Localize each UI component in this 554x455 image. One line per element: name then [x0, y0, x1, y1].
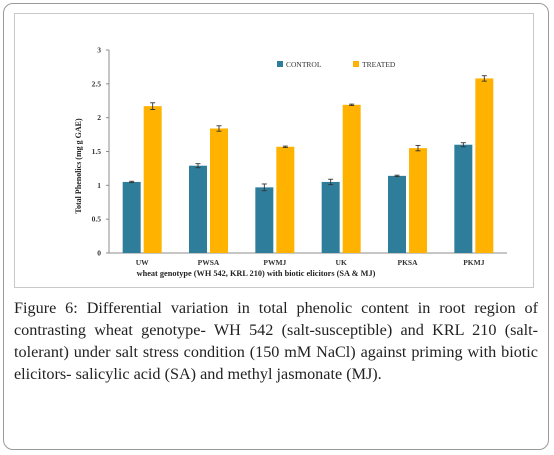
chart-legend: CONTROL TREATED — [277, 60, 396, 69]
y-axis-label: Total Phenolics (mg g GAE) — [74, 118, 83, 214]
bar-control-pkmj — [454, 144, 473, 253]
x-tick-labels: UW PWSA PWMJ UK PKSA PKMJ — [136, 258, 485, 267]
caption-label: Figure 6: — [14, 299, 78, 317]
caption-text: Differential variation in total phenolic… — [14, 299, 538, 383]
legend-swatch-treated — [353, 61, 359, 67]
y-tick-label: 2.5 — [92, 79, 102, 88]
legend-label-treated: TREATED — [362, 60, 396, 69]
bar-treated-uw — [143, 106, 162, 253]
bar-control-pwmj — [255, 187, 274, 253]
x-axis-label: wheat genotype (WH 542, KRL 210) with bi… — [137, 269, 376, 278]
bar-control-pksa — [388, 175, 406, 253]
chart-container: 0 0.5 1 1.5 2 2.5 3 UW PWSA PWMJ UK PKSA PKMJ CONTR… — [14, 13, 534, 288]
x-tick-label: UW — [136, 258, 149, 267]
x-tick-label: UK — [336, 258, 347, 267]
bar-control-uw — [122, 181, 141, 253]
x-tick-label: PKSA — [397, 258, 418, 267]
x-tick-label: PWSA — [198, 258, 220, 267]
y-tick-label: 1.5 — [92, 147, 102, 156]
chart-bars — [122, 78, 494, 253]
y-tick-label: 0 — [97, 249, 101, 258]
chart-axes — [106, 49, 507, 254]
y-tick-label: 0.5 — [92, 215, 102, 224]
bar-control-pwsa — [189, 165, 207, 253]
y-tick-labels: 0 0.5 1 1.5 2 2.5 3 — [92, 46, 102, 258]
x-tick-label: PWMJ — [263, 258, 286, 267]
bar-treated-pwmj — [276, 146, 295, 253]
bar-treated-uk — [342, 104, 361, 253]
x-tick-label: PKMJ — [463, 258, 484, 267]
chart-error-bars — [129, 75, 487, 192]
y-tick-label: 3 — [97, 46, 101, 55]
bar-treated-pkmj — [475, 78, 494, 253]
y-tick-label: 2 — [97, 113, 101, 122]
bar-treated-pksa — [409, 148, 427, 253]
legend-label-control: CONTROL — [286, 60, 322, 69]
bar-control-uk — [321, 181, 340, 253]
y-tick-label: 1 — [97, 181, 101, 190]
figure-frame — [3, 3, 549, 450]
bar-treated-pwsa — [210, 128, 228, 253]
bar-chart: 0 0.5 1 1.5 2 2.5 3 UW PWSA PWMJ UK PKSA PKMJ CONTR… — [74, 46, 507, 278]
legend-swatch-control — [277, 61, 283, 67]
figure-caption: Figure 6: Differential variation in tota… — [14, 297, 538, 385]
